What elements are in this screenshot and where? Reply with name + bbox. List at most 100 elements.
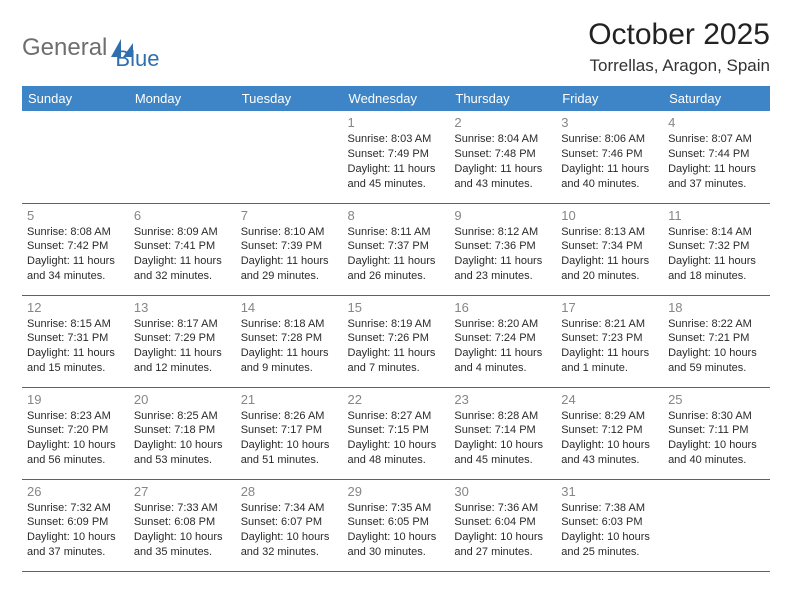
calendar-cell: 21Sunrise: 8:26 AMSunset: 7:17 PMDayligh…: [236, 387, 343, 479]
sunset-text: Sunset: 7:21 PM: [668, 331, 765, 346]
sunset-text: Sunset: 7:18 PM: [134, 423, 231, 438]
calendar-cell: 13Sunrise: 8:17 AMSunset: 7:29 PMDayligh…: [129, 295, 236, 387]
calendar-cell: 6Sunrise: 8:09 AMSunset: 7:41 PMDaylight…: [129, 203, 236, 295]
daylight-text: Daylight: 11 hours: [454, 346, 551, 361]
sunrise-text: Sunrise: 8:29 AM: [561, 409, 658, 424]
daylight-text: Daylight: 10 hours: [561, 438, 658, 453]
sunrise-text: Sunrise: 8:18 AM: [241, 317, 338, 332]
day-details: Sunrise: 7:38 AMSunset: 6:03 PMDaylight:…: [561, 501, 658, 560]
day-details: Sunrise: 7:35 AMSunset: 6:05 PMDaylight:…: [348, 501, 445, 560]
day-details: Sunrise: 8:15 AMSunset: 7:31 PMDaylight:…: [27, 317, 124, 376]
sunrise-text: Sunrise: 8:20 AM: [454, 317, 551, 332]
sunrise-text: Sunrise: 8:06 AM: [561, 132, 658, 147]
daylight-text: Daylight: 10 hours: [348, 530, 445, 545]
day-number: 15: [348, 300, 445, 315]
sunrise-text: Sunrise: 8:10 AM: [241, 225, 338, 240]
sunset-text: Sunset: 7:36 PM: [454, 239, 551, 254]
day-number: 6: [134, 208, 231, 223]
day-details: Sunrise: 8:25 AMSunset: 7:18 PMDaylight:…: [134, 409, 231, 468]
day-details: Sunrise: 8:29 AMSunset: 7:12 PMDaylight:…: [561, 409, 658, 468]
daylight-text: Daylight: 11 hours: [27, 254, 124, 269]
daylight-text: and 26 minutes.: [348, 269, 445, 284]
sunrise-text: Sunrise: 8:23 AM: [27, 409, 124, 424]
daylight-text: and 32 minutes.: [241, 545, 338, 560]
daylight-text: Daylight: 10 hours: [134, 438, 231, 453]
daylight-text: Daylight: 10 hours: [241, 530, 338, 545]
daylight-text: and 56 minutes.: [27, 453, 124, 468]
day-details: Sunrise: 8:22 AMSunset: 7:21 PMDaylight:…: [668, 317, 765, 376]
day-number: 23: [454, 392, 551, 407]
daylight-text: Daylight: 11 hours: [668, 162, 765, 177]
sunset-text: Sunset: 7:11 PM: [668, 423, 765, 438]
daylight-text: Daylight: 11 hours: [27, 346, 124, 361]
day-details: Sunrise: 8:14 AMSunset: 7:32 PMDaylight:…: [668, 225, 765, 284]
sunrise-text: Sunrise: 8:30 AM: [668, 409, 765, 424]
day-number: 3: [561, 115, 658, 130]
sunrise-text: Sunrise: 8:25 AM: [134, 409, 231, 424]
weekday-header-row: Sunday Monday Tuesday Wednesday Thursday…: [22, 86, 770, 111]
daylight-text: Daylight: 11 hours: [134, 254, 231, 269]
calendar-cell: 18Sunrise: 8:22 AMSunset: 7:21 PMDayligh…: [663, 295, 770, 387]
day-number: 27: [134, 484, 231, 499]
daylight-text: and 48 minutes.: [348, 453, 445, 468]
sunrise-text: Sunrise: 7:36 AM: [454, 501, 551, 516]
location-text: Torrellas, Aragon, Spain: [588, 56, 770, 76]
day-number: 16: [454, 300, 551, 315]
daylight-text: and 12 minutes.: [134, 361, 231, 376]
sunset-text: Sunset: 7:12 PM: [561, 423, 658, 438]
daylight-text: Daylight: 11 hours: [561, 254, 658, 269]
calendar-cell: [22, 111, 129, 203]
header: General Blue October 2025 Torrellas, Ara…: [22, 18, 770, 76]
sunrise-text: Sunrise: 8:07 AM: [668, 132, 765, 147]
daylight-text: and 43 minutes.: [454, 177, 551, 192]
sunrise-text: Sunrise: 8:12 AM: [454, 225, 551, 240]
day-number: 7: [241, 208, 338, 223]
day-number: 11: [668, 208, 765, 223]
calendar-cell: 31Sunrise: 7:38 AMSunset: 6:03 PMDayligh…: [556, 479, 663, 571]
weekday-friday: Friday: [556, 86, 663, 111]
day-details: Sunrise: 8:04 AMSunset: 7:48 PMDaylight:…: [454, 132, 551, 191]
weekday-tuesday: Tuesday: [236, 86, 343, 111]
daylight-text: and 35 minutes.: [134, 545, 231, 560]
calendar-cell: [129, 111, 236, 203]
daylight-text: and 51 minutes.: [241, 453, 338, 468]
calendar-row: 26Sunrise: 7:32 AMSunset: 6:09 PMDayligh…: [22, 479, 770, 571]
weekday-thursday: Thursday: [449, 86, 556, 111]
sunset-text: Sunset: 7:26 PM: [348, 331, 445, 346]
sunset-text: Sunset: 7:34 PM: [561, 239, 658, 254]
daylight-text: Daylight: 10 hours: [561, 530, 658, 545]
calendar-row: 12Sunrise: 8:15 AMSunset: 7:31 PMDayligh…: [22, 295, 770, 387]
sunrise-text: Sunrise: 8:09 AM: [134, 225, 231, 240]
day-number: 4: [668, 115, 765, 130]
calendar-cell: 25Sunrise: 8:30 AMSunset: 7:11 PMDayligh…: [663, 387, 770, 479]
daylight-text: Daylight: 10 hours: [27, 530, 124, 545]
daylight-text: Daylight: 10 hours: [668, 346, 765, 361]
calendar-cell: 7Sunrise: 8:10 AMSunset: 7:39 PMDaylight…: [236, 203, 343, 295]
daylight-text: and 45 minutes.: [348, 177, 445, 192]
calendar-row: 5Sunrise: 8:08 AMSunset: 7:42 PMDaylight…: [22, 203, 770, 295]
sunset-text: Sunset: 7:23 PM: [561, 331, 658, 346]
day-details: Sunrise: 8:06 AMSunset: 7:46 PMDaylight:…: [561, 132, 658, 191]
sunrise-text: Sunrise: 8:08 AM: [27, 225, 124, 240]
day-number: 5: [27, 208, 124, 223]
day-details: Sunrise: 8:30 AMSunset: 7:11 PMDaylight:…: [668, 409, 765, 468]
sunset-text: Sunset: 7:20 PM: [27, 423, 124, 438]
calendar-cell: [236, 111, 343, 203]
day-number: 19: [27, 392, 124, 407]
sunset-text: Sunset: 7:49 PM: [348, 147, 445, 162]
sunrise-text: Sunrise: 8:21 AM: [561, 317, 658, 332]
daylight-text: and 53 minutes.: [134, 453, 231, 468]
calendar-cell: 20Sunrise: 8:25 AMSunset: 7:18 PMDayligh…: [129, 387, 236, 479]
calendar-cell: 8Sunrise: 8:11 AMSunset: 7:37 PMDaylight…: [343, 203, 450, 295]
daylight-text: and 37 minutes.: [27, 545, 124, 560]
sunrise-text: Sunrise: 7:33 AM: [134, 501, 231, 516]
day-number: 1: [348, 115, 445, 130]
day-number: 14: [241, 300, 338, 315]
daylight-text: and 37 minutes.: [668, 177, 765, 192]
logo: General Blue: [22, 18, 159, 72]
daylight-text: and 27 minutes.: [454, 545, 551, 560]
day-number: 10: [561, 208, 658, 223]
calendar-cell: 19Sunrise: 8:23 AMSunset: 7:20 PMDayligh…: [22, 387, 129, 479]
day-details: Sunrise: 8:28 AMSunset: 7:14 PMDaylight:…: [454, 409, 551, 468]
logo-text-general: General: [22, 34, 107, 62]
